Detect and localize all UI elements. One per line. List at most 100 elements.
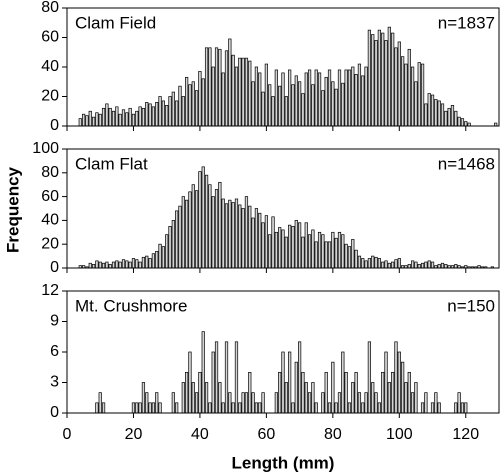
bar [254,208,259,269]
bar [155,392,159,414]
bar [125,260,129,269]
bar [347,402,352,414]
bar [304,72,308,127]
bar [317,231,322,269]
y-tick-label: 20 [41,235,59,252]
bar [198,71,202,127]
bar [218,181,222,269]
bar [351,66,355,127]
bar [178,85,182,127]
bar [414,382,418,414]
bar [181,196,185,269]
bar [291,226,295,269]
bar [384,260,388,269]
bar [201,78,205,127]
bar [201,166,205,269]
bar [91,116,96,127]
bar [198,371,202,414]
bar [185,76,189,127]
bar [334,402,338,414]
bar [271,216,275,269]
bar [410,392,415,414]
bar [331,361,335,414]
bar [351,239,355,269]
bar [278,85,282,127]
bar [98,392,102,414]
y-tick-label: 40 [41,58,59,75]
bar [410,260,415,269]
bar [218,382,222,414]
bar [115,260,119,269]
bar [377,258,381,269]
bar [301,371,305,414]
bar [284,382,288,414]
bar [371,255,375,269]
bar [367,341,372,414]
bar [464,121,468,127]
bar [344,371,348,414]
bar [231,54,235,127]
bar [251,392,255,414]
bar [95,260,99,269]
bar [420,63,425,127]
bar [151,106,156,127]
bar [288,351,292,414]
panel-title: Clam Field [75,13,156,32]
bar [88,110,92,127]
bar [258,72,262,127]
y-tick-label: 40 [41,212,59,229]
bar [244,392,249,414]
bar [311,84,315,127]
bar [454,110,458,127]
bar [371,34,375,127]
bar [274,392,278,414]
bar [231,402,235,414]
bar [115,106,119,127]
bar [101,402,106,414]
bar [224,341,229,414]
bar [361,75,365,127]
bar [424,261,428,269]
bar [460,402,465,414]
bar [374,40,378,127]
bar [347,69,352,127]
y-tick-label: 0 [50,404,59,421]
bar [294,75,298,127]
bar [321,392,325,414]
bar [121,259,126,269]
bar [208,47,212,127]
bar [397,351,401,414]
bar [185,199,189,269]
bar [337,392,342,414]
bar [437,264,441,269]
bar [294,361,298,414]
bar [414,261,418,269]
bar [307,392,312,414]
bar [361,258,365,269]
bar [261,222,265,269]
bar [351,382,355,414]
bar [357,63,362,127]
bar [377,402,381,414]
bar [317,72,322,127]
bar [175,402,179,414]
bar [198,171,202,269]
bar [145,392,149,414]
bar [331,231,335,269]
bar [327,402,332,414]
bar [457,116,461,127]
bar [78,118,82,127]
bar [158,243,162,269]
bar [121,109,126,127]
bar [281,72,285,127]
bar [354,74,358,127]
bar [407,264,411,269]
bar [111,110,116,127]
bar [397,258,401,269]
bar [125,112,129,127]
bar [254,402,259,414]
bar [430,261,435,269]
bar [194,392,199,414]
bar [361,402,365,414]
